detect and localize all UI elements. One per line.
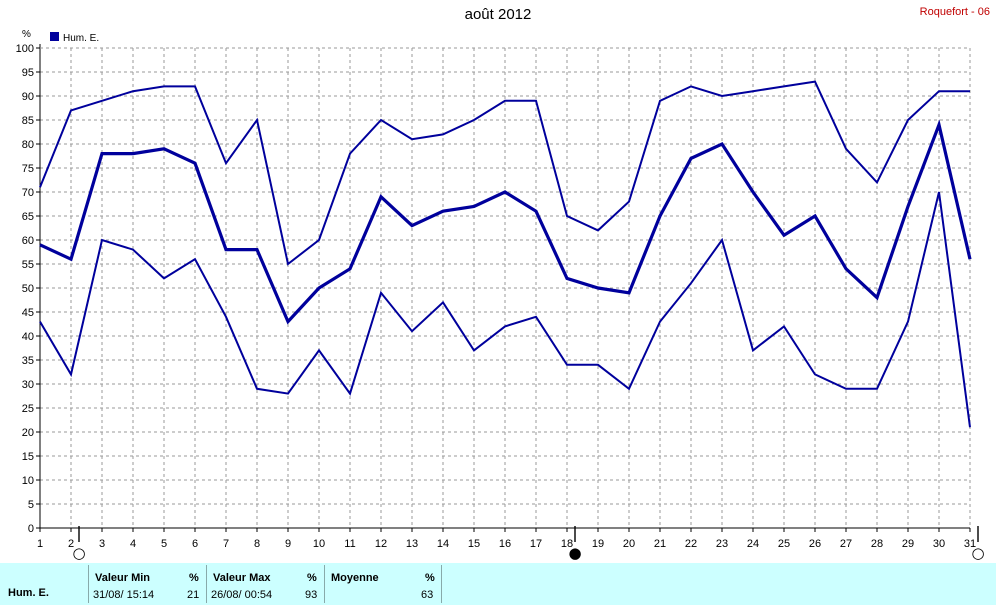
legend-label: Hum. E. (63, 33, 99, 44)
y-tick-label: 25 (22, 403, 34, 415)
x-tick-label: 13 (406, 538, 418, 550)
x-tick-label: 27 (840, 538, 852, 550)
y-tick-label: 10 (22, 475, 34, 487)
average-unit: % (425, 572, 435, 584)
y-tick-label: 5 (28, 499, 34, 511)
series-line-hum-e (39, 119, 972, 325)
x-tick-label: 19 (592, 538, 604, 550)
chart-title: août 2012 (464, 6, 532, 23)
x-tick-label: 6 (192, 538, 198, 550)
y-tick-label: 55 (22, 259, 34, 271)
y-tick-label: 0 (28, 523, 34, 535)
x-tick-label: 28 (871, 538, 883, 550)
x-tick-label: 14 (437, 538, 449, 550)
series-line-min (39, 191, 971, 428)
x-tick-label: 8 (254, 538, 260, 550)
x-tick-label: 1 (37, 538, 43, 550)
station-name: Roquefort - 06 (919, 6, 990, 18)
y-tick-label: 60 (22, 235, 34, 247)
x-tick-label: 30 (933, 538, 945, 550)
y-tick-label: 20 (22, 427, 34, 439)
x-tick-label: 23 (716, 538, 728, 550)
y-tick-label: 75 (22, 163, 34, 175)
y-tick-label: 85 (22, 115, 34, 127)
y-axis-unit: % (22, 29, 31, 40)
y-tick-label: 40 (22, 331, 34, 343)
x-tick-label: 26 (809, 538, 821, 550)
y-tick-label: 90 (22, 91, 34, 103)
legend-swatch (50, 32, 59, 41)
x-tick-label: 17 (530, 538, 542, 550)
moon-phase-icon: ○ (971, 544, 984, 562)
max-time: 26/08/ 00:54 (211, 589, 273, 601)
footer-series-label: Hum. E. (8, 587, 49, 599)
x-tick-label: 9 (285, 538, 291, 550)
x-tick-label: 5 (161, 538, 167, 550)
x-tick-label: 15 (468, 538, 480, 550)
x-tick-label: 29 (902, 538, 914, 550)
y-tick-label: 50 (22, 283, 34, 295)
y-tick-label: 15 (22, 451, 34, 463)
max-unit: % (307, 572, 317, 584)
x-tick-label: 2 (68, 538, 74, 550)
x-tick-label: 20 (623, 538, 635, 550)
y-tick-label: 45 (22, 307, 34, 319)
x-tick-label: 31 (964, 538, 976, 550)
max-cell: Valeur Max % 26/08/ 00:54 93 (206, 565, 323, 603)
x-tick-label: 10 (313, 538, 325, 550)
min-unit: % (189, 572, 199, 584)
average-label: Moyenne (331, 572, 379, 584)
statistics-panel: Hum. E. Valeur Min % 31/08/ 15:14 21 Val… (0, 563, 996, 605)
y-tick-label: 35 (22, 355, 34, 367)
moon-phase-icon: ○ (72, 544, 85, 562)
min-label: Valeur Min (95, 572, 151, 584)
min-cell: Valeur Min % 31/08/ 15:14 21 (88, 565, 205, 603)
humidity-chart: 0510152025303540455055606570758085909510… (16, 29, 985, 562)
x-tick-label: 25 (778, 538, 790, 550)
y-tick-label: 65 (22, 211, 34, 223)
y-tick-label: 100 (16, 43, 34, 55)
x-tick-label: 3 (99, 538, 105, 550)
min-time: 31/08/ 15:14 (93, 589, 155, 601)
x-tick-label: 12 (375, 538, 387, 550)
moon-phase-icon: ● (568, 544, 581, 562)
y-tick-label: 80 (22, 139, 34, 151)
average-value: 63 (421, 589, 434, 601)
max-value: 93 (305, 589, 318, 601)
x-tick-label: 21 (654, 538, 666, 550)
x-tick-label: 18 (561, 538, 573, 550)
min-value: 21 (187, 589, 200, 601)
max-label: Valeur Max (213, 572, 271, 584)
y-tick-label: 30 (22, 379, 34, 391)
y-tick-label: 95 (22, 67, 34, 79)
x-tick-label: 11 (344, 538, 355, 550)
x-tick-label: 16 (499, 538, 511, 550)
average-cell: Moyenne % 63 (324, 565, 442, 603)
y-tick-label: 70 (22, 187, 34, 199)
x-tick-label: 7 (223, 538, 229, 550)
series-line-max (39, 80, 970, 266)
x-tick-label: 4 (130, 538, 136, 550)
x-tick-label: 22 (685, 538, 697, 550)
x-tick-label: 24 (747, 538, 759, 550)
